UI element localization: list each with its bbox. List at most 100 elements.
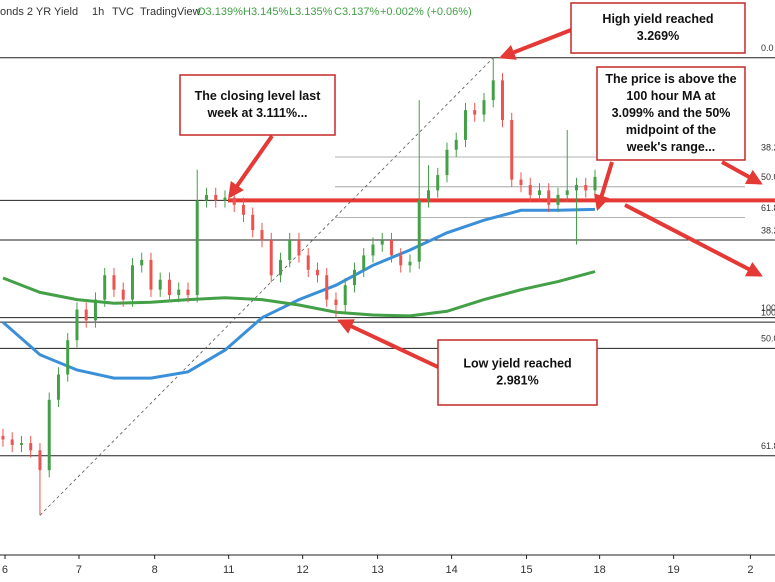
- candle-body: [426, 190, 430, 201]
- x-tick-label: 2: [747, 564, 753, 576]
- annotation-text: week at 3.111%...: [206, 106, 307, 120]
- ohlc: L3.135%: [289, 6, 333, 18]
- candle-body: [186, 289, 190, 296]
- candle-body: [149, 259, 153, 290]
- candle-body: [454, 139, 458, 150]
- candle-body: [389, 240, 393, 256]
- x-tick-label: 8: [152, 564, 158, 576]
- candle-body: [158, 279, 162, 290]
- candle-body: [491, 80, 495, 101]
- candle-body: [352, 269, 356, 286]
- candle-body: [436, 175, 440, 191]
- annotation-arrow: [721, 160, 763, 185]
- candle-body: [278, 259, 282, 276]
- candle-body: [195, 200, 199, 296]
- x-tick-label: 14: [445, 564, 457, 576]
- candle-body: [84, 309, 88, 321]
- ohlc: O3.139%: [197, 6, 243, 18]
- candle-body: [547, 190, 551, 205]
- fib-label: 38.2: [761, 225, 775, 235]
- candle-body: [260, 230, 264, 241]
- candle-body: [223, 197, 227, 201]
- candle-body: [574, 185, 578, 191]
- candle-body: [537, 190, 541, 195]
- candle-body: [112, 275, 116, 290]
- source: TVC: [112, 6, 134, 18]
- ohlc: +0.002% (+0.06%): [380, 6, 472, 18]
- fib-label: 38.2: [761, 142, 775, 152]
- annotation-text: 3.269%: [637, 29, 679, 43]
- x-tick-label: 6: [2, 564, 8, 576]
- annotation-text: The price is above the: [605, 72, 736, 86]
- candle-body: [1, 435, 5, 440]
- candle-body: [343, 285, 347, 306]
- candle-body: [297, 240, 301, 256]
- annotation-arrow: [337, 319, 439, 369]
- fib-label: 61.8: [761, 203, 775, 213]
- annotation-text: week's range...: [626, 140, 715, 154]
- annotation-text: High yield reached: [602, 12, 713, 26]
- candle-body: [584, 185, 588, 191]
- header: onds 2 YR Yield 1h TVC TradingView O3.13…: [0, 6, 472, 18]
- candle-body: [204, 194, 208, 201]
- candle-body: [288, 240, 292, 260]
- candle-body: [130, 265, 134, 300]
- candle-body: [29, 443, 33, 451]
- candle-body: [19, 443, 23, 445]
- ohlc: C3.137%: [334, 6, 379, 18]
- candle-body: [315, 269, 319, 276]
- annotation-text: midpoint of the: [626, 123, 716, 137]
- candle-body: [10, 439, 14, 445]
- candle-body: [500, 80, 504, 121]
- symbol: onds 2 YR Yield: [0, 6, 78, 18]
- candle-body: [482, 100, 486, 115]
- candle-body: [66, 340, 70, 375]
- x-tick-label: 15: [520, 564, 532, 576]
- annotation-text: 3.099% and the 50%: [612, 106, 731, 120]
- candle-body: [232, 197, 236, 205]
- candle-body: [269, 240, 273, 276]
- moving-average-line: [2, 207, 596, 380]
- candle-body: [103, 275, 107, 300]
- x-tick-label: 18: [593, 564, 605, 576]
- candle-body: [56, 374, 60, 400]
- candle-body: [47, 399, 51, 471]
- candle-body: [556, 194, 560, 205]
- candle-body: [140, 259, 144, 266]
- candle-body: [519, 179, 523, 185]
- candle-body: [565, 190, 569, 195]
- candle-body: [445, 149, 449, 176]
- candle-body: [417, 200, 421, 262]
- fib-label: 100.0: [761, 303, 775, 313]
- fib-label: 0.0: [761, 43, 774, 53]
- candle-body: [75, 309, 79, 341]
- annotation-box: [596, 66, 746, 161]
- x-tick-label: 11: [223, 564, 234, 576]
- candle-body: [528, 185, 532, 195]
- fib-label: 50.0: [761, 334, 775, 344]
- annotation-text: 2.981%: [496, 373, 538, 387]
- candle-body: [38, 450, 42, 471]
- platform: TradingView: [140, 6, 201, 18]
- candle-body: [241, 204, 245, 215]
- x-tick-label: 7: [76, 564, 82, 576]
- moving-average-line: [2, 270, 596, 318]
- candle-body: [362, 255, 366, 270]
- interval: 1h: [92, 6, 104, 18]
- annotation-box: [570, 2, 746, 54]
- candle-body: [177, 289, 181, 296]
- candle-body: [380, 240, 384, 245]
- candle-body: [408, 261, 412, 266]
- annotation-text: The closing level last: [195, 89, 322, 103]
- ohlc: H3.145%: [243, 6, 288, 18]
- candle-body: [334, 299, 338, 306]
- candle-body: [399, 255, 403, 266]
- candle-body: [251, 214, 255, 231]
- fib-label: 61.8: [761, 441, 775, 451]
- fib-label: 50.0: [761, 172, 775, 182]
- candle-body: [473, 110, 477, 115]
- candle-body: [371, 244, 375, 256]
- candle-body: [214, 194, 218, 201]
